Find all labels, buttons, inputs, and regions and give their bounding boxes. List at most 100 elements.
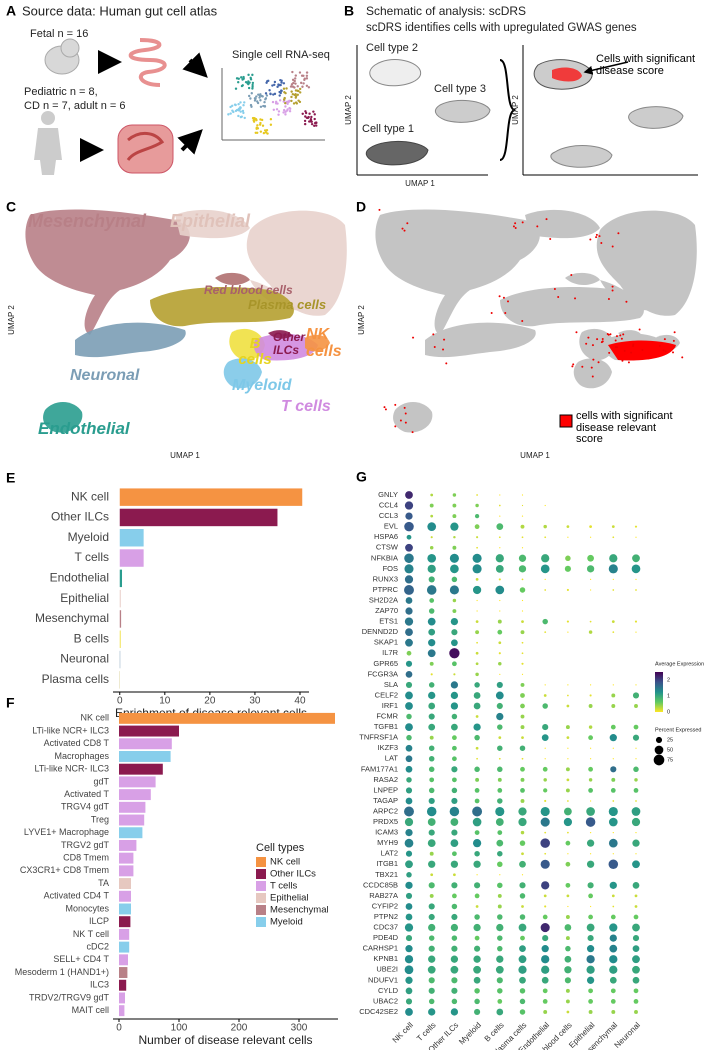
dot <box>612 831 614 834</box>
dot <box>474 788 480 793</box>
dot <box>586 807 595 816</box>
umap-dot <box>307 115 310 119</box>
dot <box>542 618 548 625</box>
axis-label: UMAP 2 <box>357 305 366 335</box>
dot <box>497 766 503 773</box>
y-tick-label: LAT2 <box>381 849 398 858</box>
dot <box>566 525 570 529</box>
dot <box>428 977 435 984</box>
umap-dot <box>282 111 285 114</box>
dot <box>567 536 569 538</box>
umap-dot <box>259 130 263 133</box>
dot <box>430 673 433 676</box>
panel-title: Source data: Human gut cell atlas <box>22 3 218 18</box>
highlight-dot <box>442 348 445 351</box>
highlight-dot <box>607 298 610 301</box>
dot <box>635 758 637 760</box>
dot <box>428 756 435 762</box>
umap-dot <box>284 105 287 108</box>
y-tick-label: cDC2 <box>86 941 109 951</box>
highlight-dot <box>592 358 595 361</box>
legend-swatch <box>256 857 266 867</box>
highlight-dot <box>625 300 628 303</box>
umap-dot <box>310 115 313 119</box>
dot <box>496 1008 504 1016</box>
dot <box>609 734 617 742</box>
dot <box>404 617 414 626</box>
dot <box>635 578 637 581</box>
dot <box>498 736 502 740</box>
dot <box>495 965 504 974</box>
dot <box>405 998 413 1005</box>
dot <box>541 945 549 953</box>
highlight-dot <box>672 339 675 342</box>
dot <box>495 564 504 573</box>
y-tick-label: IRF1 <box>382 701 398 710</box>
umap-dot <box>241 84 244 87</box>
dot <box>450 839 459 848</box>
y-tick-label: SLA <box>384 680 398 689</box>
dot <box>452 777 457 783</box>
dot <box>428 935 435 941</box>
y-tick-label: Other ILCs <box>51 510 109 524</box>
dot <box>475 777 480 782</box>
cluster <box>268 330 292 339</box>
bar <box>119 712 335 724</box>
y-tick-label: PTPN2 <box>374 912 398 921</box>
dot <box>473 723 481 731</box>
dot <box>405 903 413 910</box>
dot <box>404 501 414 510</box>
umap-dot <box>273 92 277 96</box>
y-tick-label: ZAP70 <box>375 606 398 615</box>
cluster <box>253 333 318 361</box>
umap-dot <box>304 115 307 118</box>
umap-dot <box>276 85 279 89</box>
umap-dot <box>305 71 309 74</box>
umap-dot <box>312 110 315 113</box>
dot <box>453 873 456 877</box>
highlight-dot <box>433 345 436 348</box>
y-tick-label: FAM177A1 <box>361 764 398 773</box>
axis-label: UMAP 2 <box>344 95 353 125</box>
dot <box>611 693 616 698</box>
umap-dot <box>249 97 252 100</box>
dot <box>541 955 550 964</box>
umap-dot <box>268 89 271 92</box>
highlight-dot <box>490 312 493 315</box>
x-tick-label: 300 <box>291 1023 308 1034</box>
dot <box>589 800 592 802</box>
dot <box>520 799 525 803</box>
bar <box>119 508 278 527</box>
dot <box>428 829 435 836</box>
dot <box>544 589 547 591</box>
dot <box>566 588 569 592</box>
highlight-dot <box>585 342 588 345</box>
dot <box>449 806 460 817</box>
highlight-dot <box>404 412 407 415</box>
dot <box>405 755 413 763</box>
dot <box>541 734 549 742</box>
umap-dot <box>239 106 242 109</box>
dot <box>540 859 550 869</box>
bar <box>119 865 134 877</box>
highlight-dot <box>575 331 578 334</box>
y-tick-label: ETS1 <box>379 617 398 626</box>
umap-dot <box>237 81 240 84</box>
dot <box>429 661 434 666</box>
dot <box>405 881 413 889</box>
cell-type-label: Cell type 1 <box>362 123 414 135</box>
dot <box>429 546 434 550</box>
dot <box>586 839 595 847</box>
cluster-label: B cells <box>238 335 272 368</box>
highlight-dot <box>623 349 626 352</box>
dot <box>610 988 616 994</box>
dot <box>499 610 501 612</box>
dot <box>430 514 434 518</box>
highlight-dot <box>616 346 619 349</box>
dot <box>612 758 614 760</box>
dot <box>452 756 457 762</box>
legend-swatch <box>256 905 266 915</box>
dot <box>450 923 459 932</box>
dot <box>497 798 503 804</box>
bar <box>119 839 137 851</box>
